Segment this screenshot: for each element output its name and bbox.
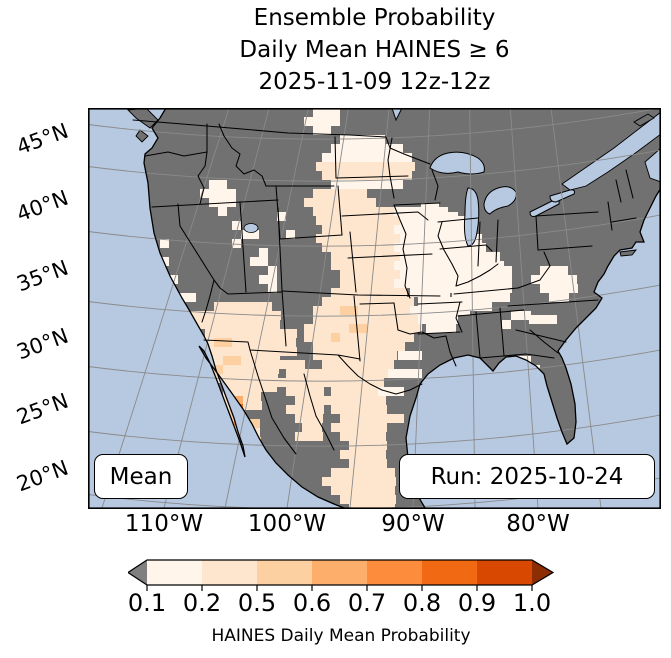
lat-tick-label: 45°N bbox=[13, 118, 72, 160]
colorbar-tick-label: 0.2 bbox=[182, 589, 222, 617]
title-line-2: Daily Mean HAINES ≥ 6 bbox=[239, 37, 510, 63]
map-panel bbox=[87, 107, 662, 510]
colorbar-bar bbox=[126, 559, 555, 591]
lat-tick-label: 30°N bbox=[13, 323, 72, 365]
statistic-badge: Mean bbox=[94, 454, 188, 499]
colorbar-tick-label: 0.9 bbox=[457, 589, 497, 617]
statistic-badge-label: Mean bbox=[109, 463, 173, 490]
lat-tick-label: 35°N bbox=[13, 255, 72, 297]
lon-tick-label: 100°W bbox=[247, 511, 327, 537]
run-date-badge: Run: 2025-10-24 bbox=[399, 454, 655, 499]
title-line-3: 2025-11-09 12z-12z bbox=[258, 69, 491, 95]
colorbar-tick-label: 0.7 bbox=[347, 589, 387, 617]
colorbar-tick-label: 0.5 bbox=[237, 589, 277, 617]
lon-tick-label: 110°W bbox=[124, 511, 204, 537]
lat-tick-label: 20°N bbox=[13, 455, 72, 497]
lat-tick-label: 40°N bbox=[13, 185, 72, 227]
probability-map bbox=[87, 107, 662, 510]
run-date-badge-label: Run: 2025-10-24 bbox=[430, 463, 624, 490]
lat-tick-label: 25°N bbox=[13, 388, 72, 430]
lon-tick-label: 90°W bbox=[381, 511, 445, 537]
colorbar-tick-label: 0.1 bbox=[127, 589, 167, 617]
colorbar-label: HAINES Daily Mean Probability bbox=[211, 626, 471, 646]
colorbar-tick-label: 1.0 bbox=[512, 589, 552, 617]
lon-tick-label: 80°W bbox=[506, 511, 570, 537]
title-line-1: Ensemble Probability bbox=[253, 5, 496, 31]
figure-title: Ensemble Probability Daily Mean HAINES ≥… bbox=[88, 2, 661, 98]
colorbar-tick-label: 0.6 bbox=[292, 589, 332, 617]
colorbar bbox=[126, 556, 555, 592]
colorbar-tick-label: 0.8 bbox=[402, 589, 442, 617]
